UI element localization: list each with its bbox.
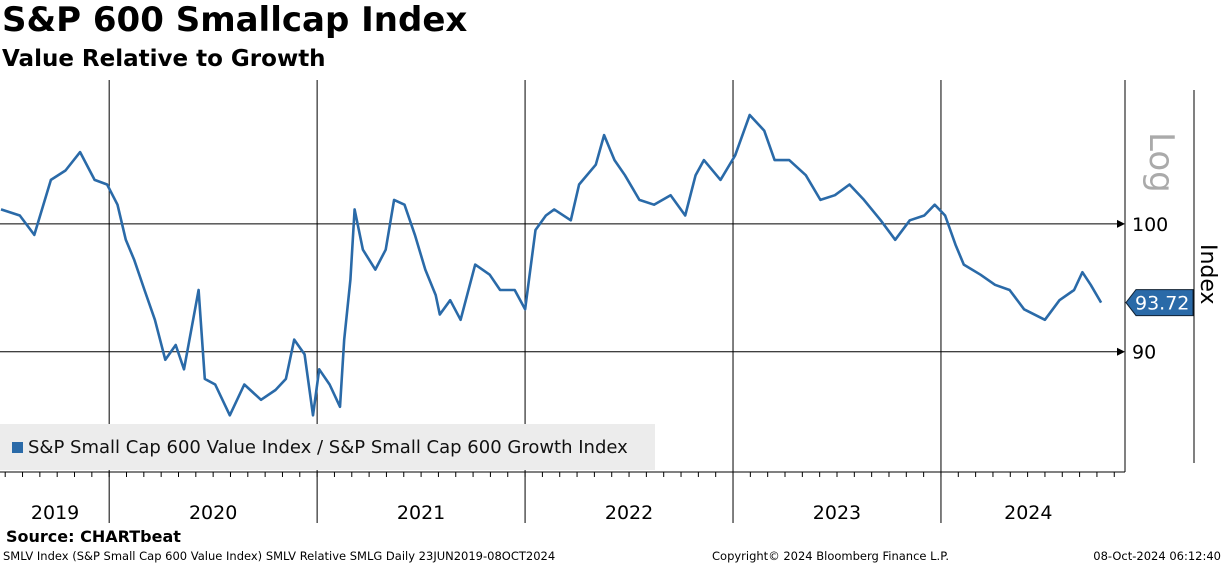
timestamp: 08-Oct-2024 06:12:40 xyxy=(1093,549,1221,563)
x-tick-label: 2021 xyxy=(397,502,445,524)
source-label: Source: CHARTbeat xyxy=(6,527,181,546)
x-tick-label: 2023 xyxy=(813,502,861,524)
chart-title: S&P 600 Smallcap Index xyxy=(2,0,468,40)
y-tick-label: 100 xyxy=(1132,214,1168,236)
y-axis-label: Index xyxy=(1195,244,1220,305)
series-line xyxy=(0,113,1103,417)
x-tick-label: 2024 xyxy=(1004,502,1052,524)
y-tick-arrow xyxy=(1117,219,1125,228)
x-tick-label: 2020 xyxy=(189,502,237,524)
legend-label: S&P Small Cap 600 Value Index / S&P Smal… xyxy=(28,437,628,458)
legend: S&P Small Cap 600 Value Index / S&P Smal… xyxy=(0,424,655,470)
x-tick-label: 2019 xyxy=(31,502,79,524)
log-scale-watermark: Log xyxy=(1141,132,1181,193)
y-tick-label: 90 xyxy=(1132,342,1156,364)
last-value-badge xyxy=(1125,289,1194,317)
series-description: SMLV Index (S&P Small Cap 600 Value Inde… xyxy=(3,549,556,563)
y-tick-arrow xyxy=(1117,347,1125,356)
copyright: Copyright© 2024 Bloomberg Finance L.P. xyxy=(712,549,949,563)
legend-swatch xyxy=(12,442,23,453)
x-tick-label: 2022 xyxy=(605,502,653,524)
last-value-label: 93.72 xyxy=(1135,293,1189,315)
chart-subtitle: Value Relative to Growth xyxy=(2,46,326,72)
